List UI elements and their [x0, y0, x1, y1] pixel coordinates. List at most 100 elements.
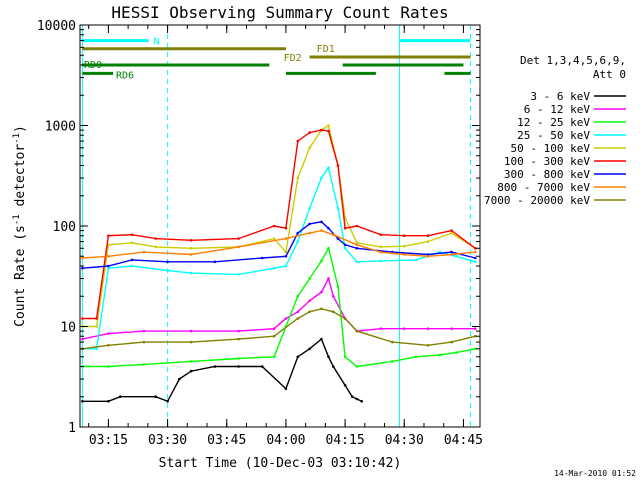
y-axis: 1 10 100 1000 10000: [37, 19, 480, 436]
series-line-4: [82, 124, 476, 328]
series-3-point-12: [327, 166, 330, 169]
series-5: [81, 128, 477, 320]
series-0-point-7: [213, 365, 217, 368]
legend-label-5: 100 - 300 keV: [504, 155, 590, 168]
series-8-point-1: [107, 344, 110, 347]
series-7-point-3: [189, 253, 193, 256]
annotation-rd6: RD6: [82, 70, 471, 81]
series-5-point-19: [450, 229, 453, 232]
series-4-point-15: [355, 241, 359, 245]
plot-area: N FD1 FD2 RD0 RD6: [81, 25, 477, 427]
series-2-point-14: [391, 360, 394, 363]
chart-title: HESSI Observing Summary Count Rates: [111, 3, 448, 22]
series-4-point-9: [296, 176, 300, 180]
series-2-point-2: [142, 363, 146, 366]
series-5-point-17: [403, 234, 406, 237]
y-tick-label-2: 100: [53, 220, 76, 235]
annotation-label-n: N: [154, 37, 160, 48]
annotation-fd1: FD1: [82, 44, 335, 55]
series-8-point-15: [474, 334, 477, 338]
series-5-point-3: [130, 233, 134, 236]
series-3-point-13: [336, 207, 340, 210]
series-3-point-16: [379, 259, 382, 263]
series-4-point-18: [426, 240, 430, 243]
annotation-label-fd2: FD2: [284, 53, 302, 64]
series-1-point-1: [107, 332, 110, 335]
x-tick-label-4: 04:15: [326, 433, 365, 448]
legend-item-8: 7000 - 20000 keV: [484, 194, 626, 207]
series-2-point-16: [438, 353, 442, 357]
series-0-point-11: [296, 355, 300, 359]
legend-label-2: 12 - 25 keV: [517, 116, 590, 129]
series-2-point-3: [189, 360, 193, 363]
series-1-point-15: [403, 327, 406, 331]
series-3-point-2: [107, 266, 110, 270]
series-3-point-4: [166, 269, 169, 272]
legend-label-3: 25 - 50 keV: [517, 129, 590, 142]
legend-label-7: 800 - 7000 keV: [497, 181, 590, 194]
series-5-point-12: [327, 129, 330, 133]
series-3-point-15: [355, 260, 359, 264]
series-8-point-8: [320, 307, 323, 311]
series-7-point-6: [308, 231, 311, 235]
series-8-point-12: [391, 340, 394, 344]
series-6-point-2: [130, 258, 134, 262]
series-0-point-18: [355, 397, 359, 401]
series-7-point-10: [379, 250, 382, 254]
legend-item-5: 100 - 300 keV: [504, 155, 626, 168]
series-3-point-9: [296, 240, 300, 243]
series-8-point-14: [450, 340, 453, 344]
series-6-point-11: [336, 237, 340, 240]
y-tick-label-1: 10: [60, 321, 76, 336]
series-1-point-6: [284, 317, 288, 320]
series-5-point-13: [336, 164, 340, 167]
series-8-point-9: [332, 310, 335, 314]
series-0-point-12: [308, 347, 311, 351]
series-2-point-13: [355, 365, 359, 368]
series-2-point-1: [107, 365, 110, 368]
series-1-point-5: [272, 327, 276, 331]
series-5-point-5: [189, 239, 193, 242]
legend-item-4: 50 - 100 keV: [511, 142, 626, 155]
x-axis-label: Start Time (10-Dec-03 03:10:42): [159, 456, 402, 471]
x-tick-label-3: 04:00: [266, 433, 305, 448]
series-6-point-0: [81, 266, 84, 270]
series-7-point-12: [426, 254, 430, 258]
series-5-point-14: [343, 226, 347, 230]
series-6-point-6: [284, 254, 288, 258]
y-axis-label-start: Count Rate (s: [13, 225, 28, 327]
annotation-n: N: [82, 37, 471, 48]
legend-item-2: 12 - 25 keV: [517, 116, 626, 129]
series-8-point-4: [237, 337, 240, 341]
series-4-point-5: [189, 247, 193, 250]
series-line-8: [82, 308, 476, 350]
series-3-point-1: [95, 347, 98, 351]
series-3-point-14: [343, 247, 347, 250]
series-5-point-1: [95, 317, 98, 320]
y-axis-label: Count Rate (s-1 detector-1): [12, 125, 28, 327]
series-0-point-10: [284, 387, 288, 391]
series-5-point-15: [355, 224, 359, 228]
series-8-point-5: [272, 334, 276, 338]
series-1-point-4: [237, 329, 240, 333]
series-7-point-2: [142, 250, 146, 254]
series-7-point-5: [284, 237, 288, 240]
y-tick-label-3: 1000: [45, 120, 76, 135]
series-4: [81, 124, 477, 328]
series-0-point-4: [166, 400, 169, 403]
series-2-point-11: [336, 285, 340, 288]
series-7-point-14: [474, 250, 477, 254]
y-axis-label-mid: detector: [13, 144, 28, 215]
series-0-point-9: [260, 365, 264, 368]
series-6-point-13: [355, 247, 359, 250]
series-2-point-10: [327, 247, 330, 250]
series-6-point-10: [327, 226, 330, 230]
series-2-point-9: [320, 259, 323, 263]
series-2-point-17: [455, 351, 458, 354]
series-0-point-5: [178, 377, 181, 381]
legend-item-0: 3 - 6 keV: [530, 90, 626, 103]
series-1-point-11: [332, 294, 335, 298]
annotation-fd2: FD2: [284, 53, 471, 64]
series-line-0: [82, 337, 363, 403]
series-3-point-11: [320, 176, 323, 180]
